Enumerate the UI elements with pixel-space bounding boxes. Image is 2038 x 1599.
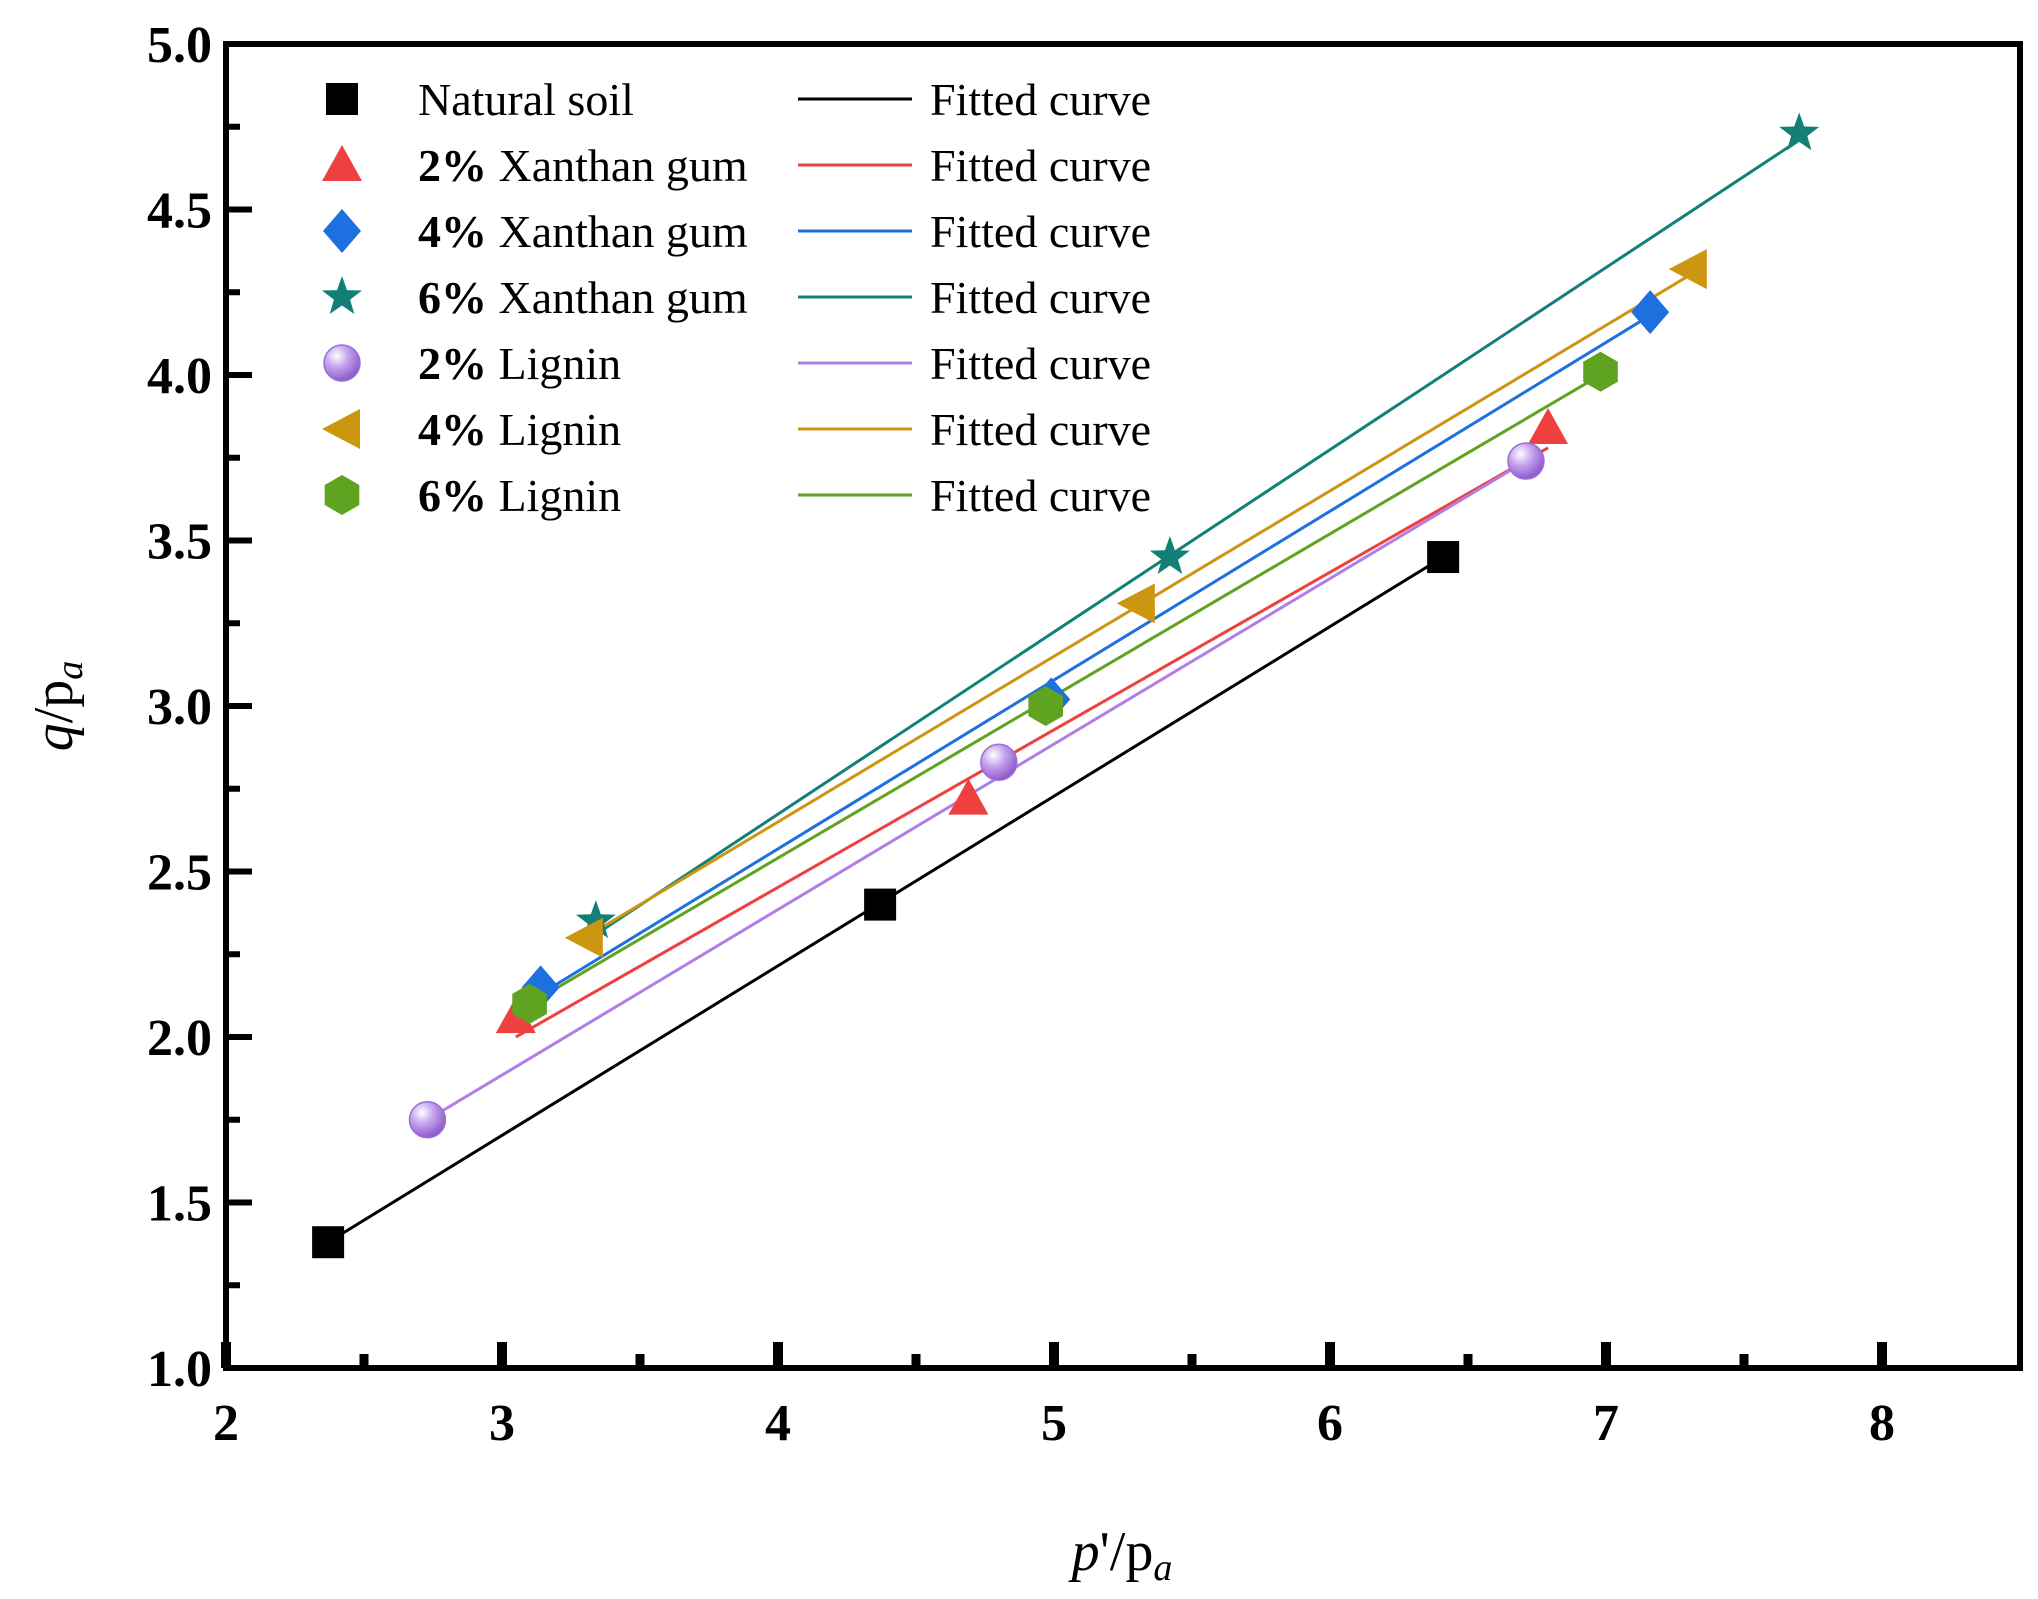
legend-fit-label: Fitted curve bbox=[930, 470, 1151, 521]
legend-label-series-4: 6% Xanthan gum bbox=[418, 272, 748, 323]
legend-label-series-1: Natural soil bbox=[418, 74, 634, 125]
y-tick-label: 3.5 bbox=[147, 514, 212, 571]
legend-marker-series-5 bbox=[323, 344, 361, 382]
x-axis-title-italic: p bbox=[1068, 1521, 1100, 1583]
data-point-series-5 bbox=[980, 743, 1018, 782]
x-tick-label: 7 bbox=[1593, 1395, 1619, 1452]
legend-label-bold: 6% bbox=[418, 272, 487, 323]
legend-label-bold: 2% bbox=[418, 338, 487, 389]
y-tick-label: 1.0 bbox=[147, 1341, 212, 1398]
legend-label-bold: 6% bbox=[418, 470, 487, 521]
x-axis-title-rest: '/p bbox=[1100, 1521, 1154, 1583]
data-point-series-3 bbox=[1631, 290, 1670, 335]
legend-label-rest: Xanthan gum bbox=[487, 206, 748, 257]
legend-fit-label: Fitted curve bbox=[930, 206, 1151, 257]
legend-fit-label: Fitted curve bbox=[930, 74, 1151, 125]
data-point-series-1 bbox=[864, 888, 897, 921]
legend-label-rest: Lignin bbox=[487, 338, 621, 389]
legend-fit-label: Fitted curve bbox=[930, 404, 1151, 455]
x-tick-label: 3 bbox=[489, 1395, 515, 1452]
legend-marker-series-2 bbox=[322, 145, 362, 181]
legend-fit-label: Fitted curve bbox=[930, 272, 1151, 323]
data-point-series-6 bbox=[1116, 583, 1155, 624]
data-point-series-2 bbox=[1528, 407, 1569, 444]
legend-label-bold: 4% bbox=[418, 404, 487, 455]
legend-label-rest: Xanthan gum bbox=[487, 272, 748, 323]
legend-marker-series-4 bbox=[322, 276, 362, 314]
y-axis-title-rest: /p bbox=[23, 680, 85, 724]
legend-marker-series-3 bbox=[323, 209, 361, 253]
legend-marker-series-7 bbox=[324, 475, 360, 515]
y-tick-label: 5.0 bbox=[147, 17, 212, 74]
x-tick-label: 2 bbox=[213, 1395, 239, 1452]
y-tick-label: 2.5 bbox=[147, 845, 212, 902]
y-tick-label: 3.0 bbox=[147, 679, 212, 736]
y-axis-title: q/pa bbox=[23, 661, 91, 752]
y-tick-label: 4.5 bbox=[147, 183, 212, 240]
legend-label-series-6: 4% Lignin bbox=[418, 404, 621, 455]
legend-label-rest: Xanthan gum bbox=[487, 140, 748, 191]
data-point-series-6 bbox=[1668, 249, 1707, 290]
legend-label-rest: Lignin bbox=[487, 470, 621, 521]
legend-marker-series-1 bbox=[326, 83, 358, 115]
data-point-series-5 bbox=[408, 1101, 447, 1139]
x-axis-title-sub: a bbox=[1153, 1547, 1172, 1589]
y-tick-label: 1.5 bbox=[147, 1176, 212, 1233]
y-tick-label: 4.0 bbox=[147, 348, 212, 405]
data-point-series-4 bbox=[1149, 536, 1190, 574]
legend-label-bold: 2% bbox=[418, 140, 487, 191]
legend: Natural soil Fitted curve 2% Xanthan gum Fi… bbox=[322, 74, 1151, 521]
data-point-series-7 bbox=[512, 983, 547, 1024]
fitted-line-series-5 bbox=[426, 459, 1527, 1122]
data-point-series-5 bbox=[1507, 442, 1545, 480]
data-point-series-6 bbox=[564, 917, 603, 958]
data-point-series-1 bbox=[312, 1226, 345, 1259]
fitted-line-series-2 bbox=[515, 446, 1549, 1039]
legend-label-rest: Natural soil bbox=[418, 74, 634, 125]
legend-label-bold: 4% bbox=[418, 206, 487, 257]
legend-label-rest: Lignin bbox=[487, 404, 621, 455]
legend-fit-label: Fitted curve bbox=[930, 338, 1151, 389]
x-axis-title: p'/pa bbox=[1068, 1521, 1173, 1589]
x-tick-label: 4 bbox=[765, 1395, 791, 1452]
legend-label-series-5: 2% Lignin bbox=[418, 338, 621, 389]
y-axis-title-sub: a bbox=[49, 661, 91, 680]
legend-marker-series-6 bbox=[322, 409, 360, 449]
data-point-series-4 bbox=[1779, 112, 1820, 151]
y-axis-title-italic: q bbox=[23, 723, 85, 751]
x-tick-label: 6 bbox=[1317, 1395, 1343, 1452]
fitted-line-series-4 bbox=[595, 138, 1801, 936]
legend-label-series-2: 2% Xanthan gum bbox=[418, 140, 748, 191]
data-point-series-2 bbox=[948, 778, 989, 815]
legend-label-series-3: 4% Xanthan gum bbox=[418, 206, 748, 257]
legend-fit-label: Fitted curve bbox=[930, 140, 1151, 191]
legend-label-series-7: 6% Lignin bbox=[418, 470, 621, 521]
data-point-series-4 bbox=[575, 900, 616, 939]
x-tick-label: 5 bbox=[1041, 1395, 1067, 1452]
y-tick-label: 2.0 bbox=[147, 1010, 212, 1067]
data-point-series-1 bbox=[1427, 541, 1460, 574]
data-point-series-7 bbox=[1583, 351, 1618, 392]
fitted-line-series-3 bbox=[539, 314, 1651, 996]
data-point-series-7 bbox=[1028, 686, 1063, 726]
fitted-line-series-7 bbox=[528, 373, 1602, 1006]
x-tick-label: 8 bbox=[1869, 1395, 1895, 1452]
